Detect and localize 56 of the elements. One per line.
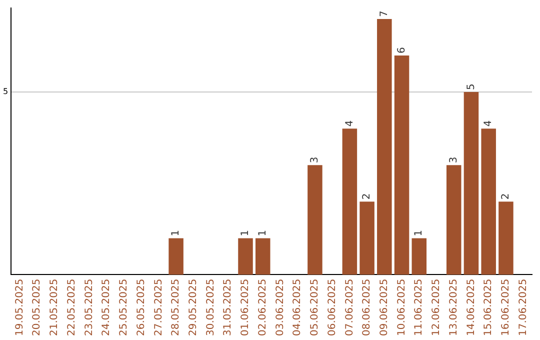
x-tick-label: 22.05.2025 [66,278,78,336]
bar [360,202,374,275]
x-tick-label: 10.06.2025 [396,278,408,336]
bar [308,165,322,275]
x-tick-label: 31.05.2025 [222,278,234,336]
x-tick-label: 24.05.2025 [101,278,112,336]
bar [412,238,427,275]
data-label: 1 [240,230,252,236]
x-tick-label: 05.06.2025 [310,278,321,336]
data-label: 2 [362,193,373,200]
x-tick-label: 03.06.2025 [274,278,286,336]
x-tick-label: 21.05.2025 [49,278,60,336]
bar [464,92,479,275]
bar [255,238,270,275]
data-label: 6 [396,47,408,54]
bar [342,128,358,275]
x-tick-label: 27.05.2025 [153,278,164,336]
x-tick-label: 16.06.2025 [500,278,512,336]
x-tick-label: 11.06.2025 [414,278,425,336]
bar [168,238,184,275]
x-tick-label: 29.05.2025 [188,278,199,336]
x-tick-label: 07.06.2025 [344,278,356,336]
bar [498,202,514,275]
data-label: 1 [170,230,182,236]
data-label: 4 [344,120,356,127]
bar [238,238,253,275]
data-label: 5 [466,84,477,90]
x-tick-label: 19.05.2025 [14,278,26,336]
data-label: 1 [257,230,268,236]
data-label: 1 [414,230,425,236]
x-tick-label: 30.05.2025 [205,278,216,336]
data-label: 3 [310,156,321,164]
x-tick-label: 28.05.2025 [170,278,182,336]
x-tick-label: 14.06.2025 [466,278,477,336]
x-tick-label: 25.05.2025 [118,278,130,336]
x-tick-label: 02.06.2025 [257,278,268,336]
data-label: 7 [379,10,390,17]
bar [481,128,496,275]
bar [377,18,392,275]
x-tick-label: 23.05.2025 [84,278,95,336]
bar [446,165,462,275]
x-tick-label: 20.05.2025 [32,278,43,336]
x-tick-label: 12.06.2025 [431,278,442,336]
data-label: 2 [500,193,512,200]
data-label: 4 [483,120,494,127]
x-tick-label: 26.05.2025 [136,278,147,336]
x-tick-label: 01.06.2025 [240,278,252,336]
x-tick-label: 04.06.2025 [292,278,304,336]
x-tick-label: 13.06.2025 [448,278,460,336]
x-tick-label: 08.06.2025 [362,278,373,336]
x-tick-label: 15.06.2025 [483,278,494,336]
x-tick-label: 09.06.2025 [379,278,390,336]
x-tick-label: 17.06.2025 [518,278,529,336]
x-tick-label: 06.06.2025 [326,278,338,336]
data-label: 3 [448,156,460,164]
bar [394,56,410,275]
